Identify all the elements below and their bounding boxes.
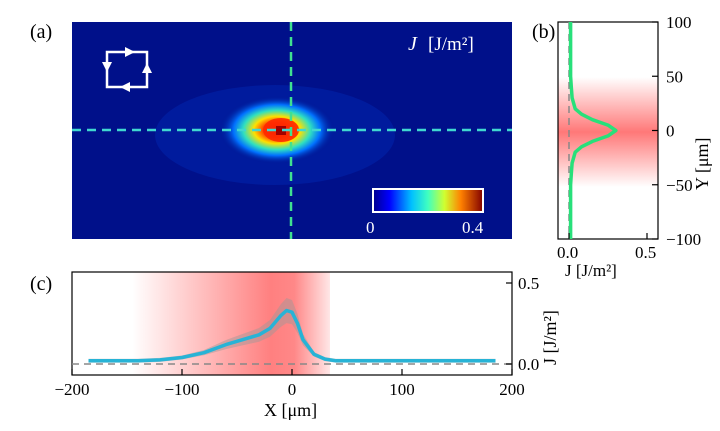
panel-a-tag: (a) [30, 21, 52, 43]
profile-y-ytick-label: 0 [666, 122, 675, 141]
heatmap-title-symbol: J [408, 33, 418, 55]
panel-b-tag: (b) [532, 21, 555, 43]
clockwise-cycle-icon [102, 47, 152, 92]
profile-x-xtick-label: 100 [389, 380, 415, 399]
colorbar-max-label: 0.4 [462, 218, 484, 237]
profile-x-line [88, 308, 496, 363]
profile-y-xlabel: J [J/m²] [565, 261, 617, 280]
heatmap-title-unit: [J/m²] [428, 34, 474, 55]
profile-y-fit-band [558, 77, 658, 187]
profile-x-ylabel: J [J/m²] [540, 310, 560, 365]
profile-y-ytick-label: −100 [666, 230, 701, 249]
profile-y-ylabel: Y [μm] [692, 138, 712, 190]
profile-x-xtick-label: 200 [499, 380, 525, 399]
profile-y-ticks: 100 50 0 −50 −100 0.0 0.5 [557, 13, 701, 262]
profile-y-xtick-label: 0.5 [635, 243, 656, 262]
profile-x-panel: −200 −100 0 100 200 0.5 0.0 X [μm] J [J/m²] [54, 271, 560, 420]
profile-y-panel: 100 50 0 −50 −100 0.0 0.5 J [J/m²] Y [μm] [557, 13, 712, 280]
heatmap-panel: J [J/m²] 0 0.4 [72, 22, 512, 239]
profile-y-ytick-label: 100 [666, 13, 692, 32]
profile-x-xtick-label: −200 [54, 380, 89, 399]
profile-y-line [568, 22, 618, 239]
profile-x-ytick-label: 0.5 [518, 274, 539, 293]
profile-x-xtick-label: 0 [288, 380, 297, 399]
profile-y-ytick-label: −50 [666, 176, 693, 195]
profile-x-xlabel: X [μm] [264, 400, 317, 420]
profile-y-ytick-label: 50 [666, 67, 683, 86]
colorbar [372, 188, 484, 213]
heatmap-peak-pixel [276, 126, 286, 135]
profile-y-xtick-label: 0.0 [557, 243, 578, 262]
profile-x-ytick-label: 0.0 [518, 355, 539, 374]
panel-c-tag: (c) [30, 273, 52, 295]
profile-x-xtick-label: −100 [164, 380, 199, 399]
colorbar-min-label: 0 [366, 218, 375, 237]
profile-x-ticks: −200 −100 0 100 200 0.5 0.0 [54, 274, 539, 399]
